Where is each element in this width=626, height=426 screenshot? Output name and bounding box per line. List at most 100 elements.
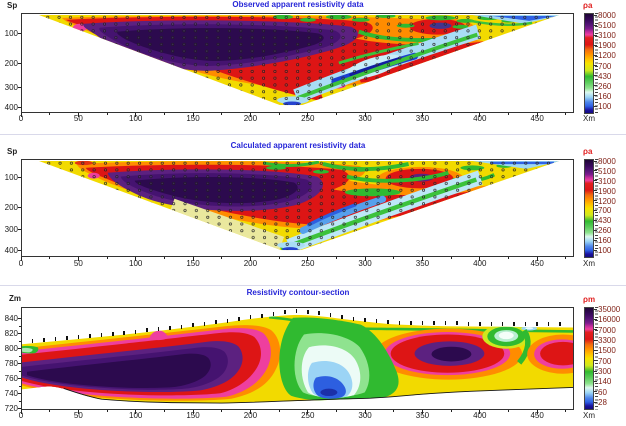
colorbar-tick-label: 16000 (598, 315, 621, 325)
colorbar-tick-label: 3300 (598, 336, 616, 345)
y-tick-mark (17, 363, 21, 364)
y-minor-tick (19, 325, 21, 327)
electrode-mark (180, 324, 183, 329)
colorbar-tick-mark (594, 24, 597, 26)
x-minor-tick (507, 113, 509, 115)
electrode-mark (513, 321, 515, 326)
electrode-mark (226, 318, 229, 323)
electrode-mark (89, 333, 91, 338)
electrode-mark (66, 335, 68, 340)
colorbar-tick-label: 3100 (598, 176, 616, 186)
electrode-mark (398, 320, 401, 325)
x-tick-label: 250 (301, 259, 315, 268)
electrode-mark (410, 321, 412, 326)
x-tick-mark (364, 113, 366, 117)
x-tick-label: 200 (243, 114, 258, 123)
colorbar-tick-mark (594, 200, 597, 202)
x-tick-label: 450 (530, 114, 544, 123)
x-minor-tick (565, 410, 567, 412)
electrode-mark (467, 321, 470, 326)
colorbar-tick-mark (594, 329, 597, 331)
y-tick-label: 200 (4, 59, 18, 68)
colorbar-tick-label: 1200 (598, 196, 616, 206)
colorbar-tick-mark (594, 249, 597, 251)
colorbar-tick-label: 7000 (598, 325, 616, 335)
electrode-mark (272, 311, 275, 316)
x-tick-label: 400 (473, 411, 487, 420)
x-tick-label: 450 (530, 411, 544, 420)
electrode-mark (364, 318, 366, 323)
electrode-mark (77, 334, 80, 339)
pink-plume (149, 330, 169, 341)
y-tick-mark (17, 63, 21, 64)
colorbar-tick-label: 1500 (598, 346, 616, 356)
electrode-mark (215, 320, 217, 325)
panel2-colorbar-unit: ρa (583, 147, 593, 156)
electrode-mark (444, 321, 447, 326)
x-minor-tick (106, 257, 108, 259)
panel1-colorbar-unit: ρa (583, 1, 593, 10)
electrode-mark (284, 309, 286, 314)
colorbar-tick-label: 5100 (598, 21, 616, 31)
colorbar-tick-label: 160 (598, 236, 612, 246)
electrode-mark (238, 317, 240, 322)
electrode-mark (169, 325, 171, 330)
y-tick-mark (17, 348, 21, 349)
y-tick-label: 840 (4, 314, 18, 323)
resistivity-model-section (22, 314, 573, 404)
y-minor-tick (19, 370, 21, 372)
electrode-mark (501, 321, 504, 326)
y-tick-label: 820 (4, 329, 18, 338)
colorbar-tick-label: 140 (598, 377, 612, 387)
x-tick-mark (77, 257, 79, 261)
x-tick-label: 200 (243, 259, 258, 268)
x-tick-label: 400 (473, 259, 487, 268)
colorbar-tick-label: 35000 (598, 305, 621, 314)
x-tick-mark (192, 113, 194, 117)
y-tick-label: 100 (4, 29, 18, 38)
y-tick-label: 780 (4, 359, 18, 368)
x-tick-label: 50 (73, 114, 83, 123)
x-minor-tick (278, 257, 280, 259)
colorbar-tick-mark (594, 105, 597, 107)
x-tick-mark (364, 257, 366, 261)
y-tick-mark (17, 378, 21, 379)
x-tick-mark (135, 113, 137, 117)
x-tick-mark (77, 410, 79, 414)
panel-separator (0, 134, 626, 135)
y-tick-label: 760 (4, 374, 18, 383)
electrode-mark (341, 315, 343, 320)
colorbar-tick-mark (594, 349, 597, 351)
x-tick-label: 100 (129, 259, 143, 268)
y-tick-label: 800 (4, 344, 18, 353)
colorbar-tick-label: 260 (598, 81, 612, 91)
colorbar-tick-label: 700 (598, 356, 612, 366)
electrode-mark (249, 315, 252, 320)
x-tick-mark (20, 257, 22, 261)
panel2-colorbar (584, 159, 594, 258)
colorbar-tick-mark (594, 219, 597, 221)
panel2-plot-area (21, 159, 574, 257)
x-tick-label: 0 (18, 411, 24, 420)
x-minor-tick (507, 257, 509, 259)
x-tick-mark (249, 257, 251, 261)
electrode-mark (352, 316, 355, 321)
panel3-plot-area (21, 307, 574, 410)
x-minor-tick (221, 113, 223, 115)
x-minor-tick (163, 113, 165, 115)
colorbar-tick-label: 700 (598, 206, 612, 216)
x-minor-tick (221, 410, 223, 412)
colorbar-tick-mark (594, 308, 597, 310)
x-tick-label: 450 (530, 259, 544, 268)
colorbar-tick-mark (594, 75, 597, 77)
data-point-markers (38, 160, 560, 251)
y-minor-tick (19, 340, 21, 342)
y-tick-mark (17, 333, 21, 334)
y-tick-label: 400 (4, 246, 18, 255)
colorbar-tick-mark (594, 65, 597, 67)
x-tick-label: 250 (301, 411, 315, 420)
colorbar-tick-mark (594, 339, 597, 341)
y-tick-label: 100 (4, 173, 18, 182)
colorbar-tick-label: 700 (598, 61, 612, 71)
x-minor-tick (221, 257, 223, 259)
